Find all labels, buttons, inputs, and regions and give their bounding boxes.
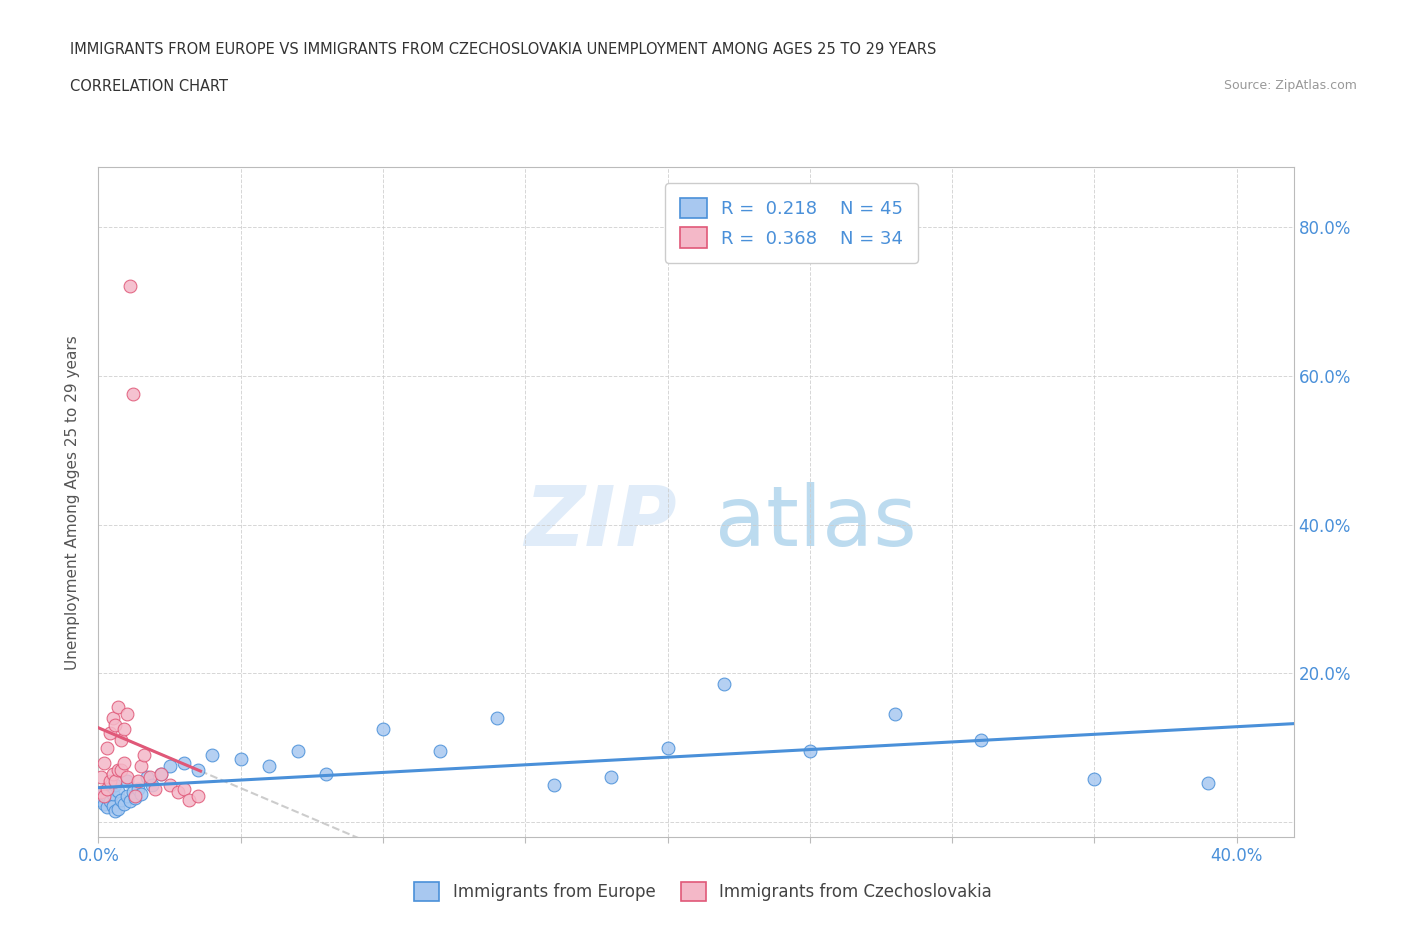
Point — [104, 777, 127, 792]
Point — [118, 794, 141, 809]
Legend: Immigrants from Europe, Immigrants from Czechoslovakia: Immigrants from Europe, Immigrants from … — [408, 876, 998, 908]
Point — [485, 711, 508, 725]
Point — [884, 707, 907, 722]
Point — [107, 699, 129, 714]
Point — [104, 774, 127, 789]
Point — [101, 798, 124, 813]
Point — [127, 774, 149, 789]
Point — [96, 800, 118, 815]
Point — [315, 766, 337, 781]
Point — [107, 763, 129, 777]
Point — [159, 759, 181, 774]
Point — [124, 789, 146, 804]
Point — [98, 781, 121, 796]
Point — [127, 781, 149, 796]
Point — [98, 774, 121, 789]
Legend: R =  0.218    N = 45, R =  0.368    N = 34: R = 0.218 N = 45, R = 0.368 N = 34 — [665, 183, 918, 263]
Point — [799, 744, 821, 759]
Point — [969, 733, 991, 748]
Point — [107, 783, 129, 798]
Point — [93, 789, 115, 804]
Point — [96, 789, 118, 804]
Point — [118, 279, 141, 294]
Point — [110, 763, 132, 777]
Point — [187, 763, 209, 777]
Y-axis label: Unemployment Among Ages 25 to 29 years: Unemployment Among Ages 25 to 29 years — [65, 335, 80, 670]
Point — [121, 785, 143, 800]
Point — [104, 804, 127, 818]
Point — [599, 770, 621, 785]
Point — [90, 770, 112, 785]
Point — [143, 781, 166, 796]
Point — [129, 759, 152, 774]
Point — [129, 787, 152, 802]
Point — [115, 774, 138, 789]
Point — [713, 677, 735, 692]
Point — [90, 785, 112, 800]
Point — [96, 740, 118, 755]
Point — [543, 777, 565, 792]
Point — [112, 796, 135, 811]
Text: Source: ZipAtlas.com: Source: ZipAtlas.com — [1223, 79, 1357, 92]
Point — [101, 787, 124, 802]
Point — [1083, 772, 1105, 787]
Point — [173, 755, 195, 770]
Point — [101, 711, 124, 725]
Point — [150, 766, 173, 781]
Text: atlas: atlas — [714, 482, 917, 563]
Point — [150, 766, 173, 781]
Text: ZIP: ZIP — [524, 482, 676, 563]
Point — [167, 785, 190, 800]
Point — [132, 748, 155, 763]
Point — [112, 722, 135, 737]
Point — [107, 802, 129, 817]
Point — [201, 748, 224, 763]
Point — [115, 789, 138, 804]
Point — [93, 755, 115, 770]
Point — [93, 785, 115, 800]
Point — [173, 781, 195, 796]
Point — [287, 744, 309, 759]
Point — [429, 744, 451, 759]
Point — [98, 725, 121, 740]
Point — [371, 722, 394, 737]
Point — [121, 387, 143, 402]
Point — [159, 777, 181, 792]
Point — [187, 789, 209, 804]
Point — [104, 718, 127, 733]
Point — [124, 790, 146, 805]
Point — [101, 766, 124, 781]
Point — [110, 792, 132, 807]
Point — [141, 777, 163, 792]
Point — [93, 796, 115, 811]
Point — [229, 751, 252, 766]
Point — [135, 770, 157, 785]
Point — [112, 755, 135, 770]
Point — [98, 794, 121, 809]
Text: CORRELATION CHART: CORRELATION CHART — [70, 79, 228, 94]
Point — [90, 792, 112, 807]
Point — [96, 781, 118, 796]
Point — [1197, 776, 1219, 790]
Point — [115, 770, 138, 785]
Point — [115, 707, 138, 722]
Text: IMMIGRANTS FROM EUROPE VS IMMIGRANTS FROM CZECHOSLOVAKIA UNEMPLOYMENT AMONG AGES: IMMIGRANTS FROM EUROPE VS IMMIGRANTS FRO… — [70, 42, 936, 57]
Point — [110, 733, 132, 748]
Point — [179, 792, 201, 807]
Point — [657, 740, 679, 755]
Point — [257, 759, 280, 774]
Point — [138, 770, 160, 785]
